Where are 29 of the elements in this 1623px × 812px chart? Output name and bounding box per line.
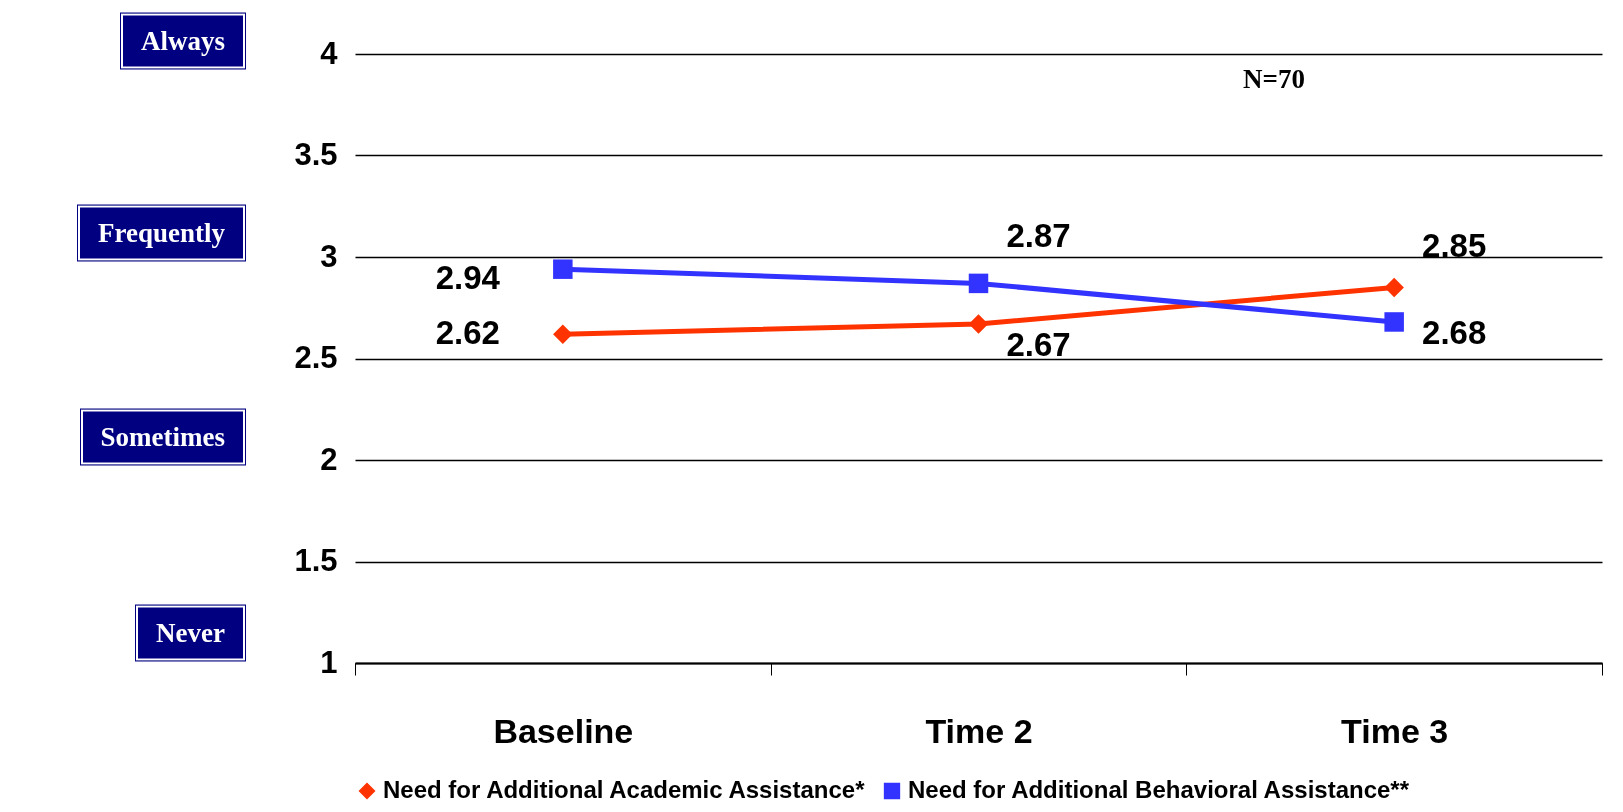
text: Never: [136, 605, 245, 661]
point: [1384, 277, 1404, 298]
y-tick-label: 1: [320, 644, 338, 680]
x-tick-label: Baseline: [493, 711, 634, 750]
legend-label: Need for Additional Academic Assistance*: [383, 776, 866, 803]
y-tick-label: 3.5: [294, 137, 338, 172]
text: Always: [120, 13, 245, 69]
y-tick-label: 1.5: [294, 543, 338, 578]
data-label: 2.62: [435, 314, 500, 352]
y-tick-label: 3: [320, 238, 338, 274]
point: [968, 314, 989, 334]
x-tick-label: Time 3: [1341, 711, 1449, 750]
data-label: 2.87: [1006, 217, 1071, 255]
legend-label: Need for Additional Behavioral Assistance**: [908, 776, 1410, 803]
x-tick-label: Time 2: [925, 711, 1033, 750]
text: Frequently: [78, 205, 245, 261]
data-label: 2.94: [435, 259, 501, 297]
point: [968, 273, 989, 294]
text: Sometimes: [80, 409, 245, 465]
data-label: 2.68: [1422, 313, 1487, 351]
y-tick-label: 2.5: [294, 340, 338, 375]
y-tick-label: 4: [320, 35, 339, 71]
data-label: 2.85: [1422, 227, 1487, 265]
data-label: 2.67: [1006, 325, 1071, 363]
point: [1384, 312, 1404, 332]
point: [553, 259, 573, 279]
point: [553, 324, 573, 344]
y-tick-label: 2: [320, 441, 338, 477]
annotation: N=70: [1243, 64, 1305, 95]
